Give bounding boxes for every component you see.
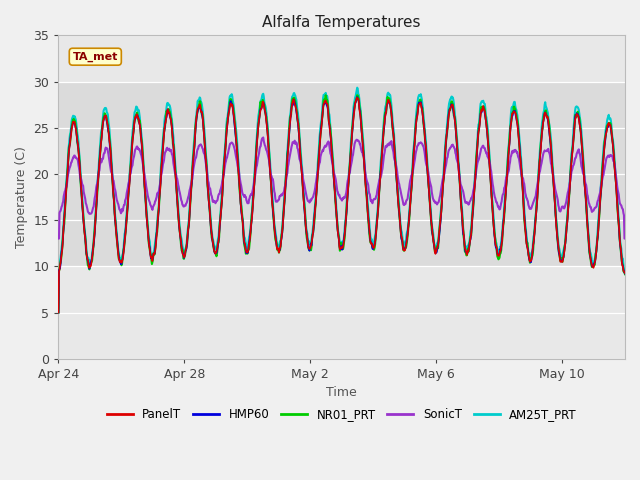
X-axis label: Time: Time <box>326 386 357 399</box>
Bar <box>58 82 625 266</box>
Text: TA_met: TA_met <box>72 51 118 62</box>
Title: Alfalfa Temperatures: Alfalfa Temperatures <box>262 15 421 30</box>
Legend: PanelT, HMP60, NR01_PRT, SonicT, AM25T_PRT: PanelT, HMP60, NR01_PRT, SonicT, AM25T_P… <box>102 403 581 426</box>
Y-axis label: Temperature (C): Temperature (C) <box>15 146 28 248</box>
